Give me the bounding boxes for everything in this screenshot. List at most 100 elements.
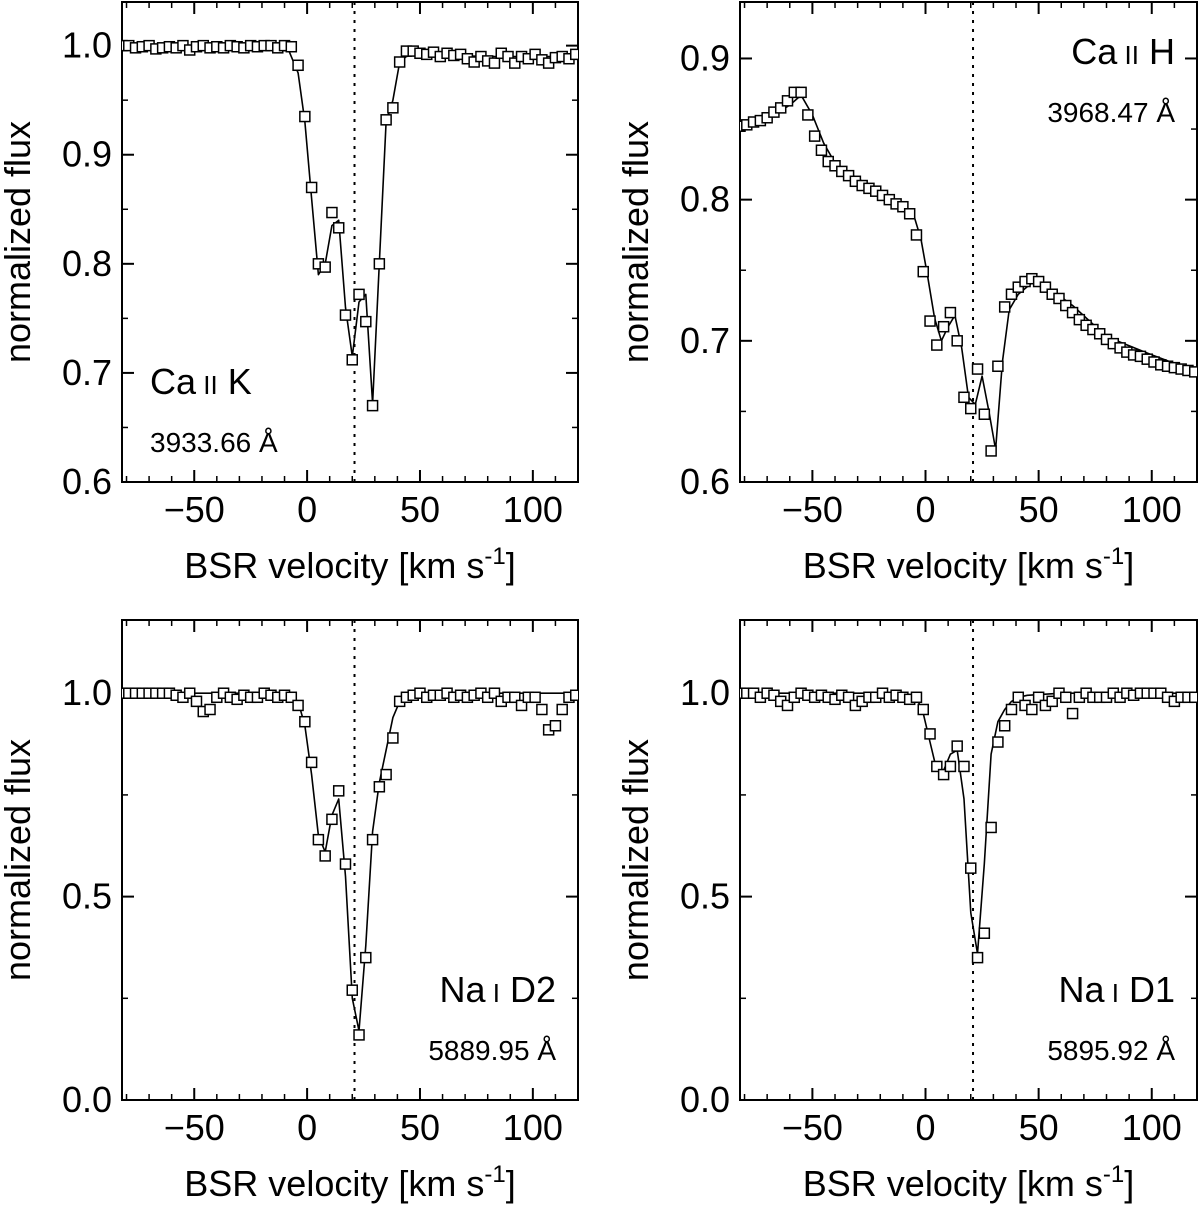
data-layer — [122, 39, 578, 412]
x-axis-label-close: ] — [506, 545, 516, 586]
data-point — [1060, 691, 1072, 704]
data-point — [353, 288, 365, 301]
data-point — [951, 335, 963, 347]
x-tick-label: 0 — [915, 1107, 935, 1148]
data-point — [924, 728, 936, 740]
spectral-line-name-part: I — [1105, 978, 1119, 1008]
x-axis-label: BSR velocity [km s-1] — [803, 543, 1134, 586]
data-point — [360, 951, 372, 964]
data-point — [292, 699, 304, 712]
data-point — [944, 306, 957, 319]
data-point — [346, 984, 359, 996]
data-point — [951, 740, 963, 752]
data-point — [339, 858, 352, 870]
data-point — [815, 144, 828, 156]
data-point — [937, 768, 950, 781]
y-axis-label: normalized flux — [615, 739, 656, 981]
data-point — [1053, 292, 1065, 305]
data-point — [380, 768, 392, 781]
data-point — [569, 689, 578, 702]
spectral-line-wavelength: 5895.92 Å — [1047, 1035, 1175, 1066]
data-point — [326, 813, 338, 826]
x-axis-label-text: BSR velocity [km s — [184, 1163, 484, 1204]
data-point — [305, 756, 318, 769]
data-point — [488, 687, 501, 699]
data-point — [842, 691, 855, 704]
data-point — [910, 229, 923, 241]
x-tick-label: 50 — [400, 489, 440, 530]
data-point — [556, 703, 568, 716]
data-point — [319, 850, 331, 862]
panel-ca-ii-h: −50 0 50 100 0.6 0.7 0.8 0.9 BSR velocity [km s-… — [615, 1, 1198, 586]
data-point — [944, 760, 957, 773]
data-point — [1005, 703, 1018, 716]
y-tick-label: 0.7 — [680, 320, 730, 361]
x-tick-label: −50 — [164, 489, 225, 530]
x-tick-label: 100 — [503, 489, 563, 530]
data-point — [1039, 281, 1052, 293]
spectral-line-wavelength: 5889.95 Å — [428, 1035, 556, 1066]
data-point — [292, 59, 304, 72]
data-point — [1005, 288, 1018, 300]
x-axis-label-text: BSR velocity [km s — [803, 1163, 1103, 1204]
y-tick-label: 0.5 — [680, 876, 730, 917]
x-tick-label: 0 — [297, 1107, 317, 1148]
data-point — [319, 261, 331, 273]
data-point — [931, 339, 943, 351]
x-axis-label-superscript: -1 — [484, 1161, 505, 1188]
plot-frame — [121, 1, 579, 483]
data-point — [299, 715, 311, 728]
data-layer — [122, 687, 578, 1041]
data-point — [285, 691, 298, 704]
spectral-line-name-part: D1 — [1119, 969, 1175, 1010]
y-axis-label: normalized flux — [0, 121, 38, 363]
spectral-line-name: Na I D1 — [1058, 969, 1175, 1010]
plot-frame — [121, 619, 579, 1101]
x-axis-label-close: ] — [1124, 545, 1134, 586]
x-tick-label: 100 — [503, 1107, 563, 1148]
data-point — [992, 360, 1004, 372]
data-point — [1026, 703, 1038, 716]
data-point — [998, 301, 1011, 313]
data-point — [965, 862, 977, 874]
data-point — [931, 760, 943, 773]
data-point — [1012, 691, 1025, 704]
data-point — [549, 720, 562, 732]
data-point — [971, 363, 984, 375]
y-tick-label: 0.0 — [680, 1079, 730, 1120]
model-fit-line — [740, 692, 1197, 955]
data-point — [509, 57, 521, 69]
data-point — [346, 354, 359, 366]
data-point — [360, 315, 372, 328]
data-point — [917, 265, 930, 278]
data-point — [781, 95, 794, 107]
x-tick-label: −50 — [164, 1107, 225, 1148]
data-point — [326, 206, 338, 219]
x-axis-label-close: ] — [506, 1163, 516, 1204]
data-point — [353, 1029, 365, 1041]
x-axis-label-superscript: -1 — [484, 543, 505, 570]
y-tick-label: 0.9 — [62, 134, 112, 175]
panel-na-i-d1: −50 0 50 100 0.0 0.5 1.0 BSR velocity [km s-1] n… — [615, 619, 1198, 1204]
y-tick-label: 1.0 — [680, 672, 730, 713]
x-axis-label-text: BSR velocity [km s — [184, 545, 484, 586]
spectral-line-name-part: Na — [439, 969, 486, 1010]
data-point — [774, 102, 787, 114]
data-point — [339, 309, 352, 321]
y-tick-label: 0.8 — [680, 179, 730, 220]
data-point — [978, 408, 991, 420]
data-point — [903, 208, 916, 220]
y-tick-label: 0.6 — [680, 461, 730, 502]
data-point — [795, 86, 807, 99]
y-axis-label: normalized flux — [0, 739, 38, 981]
plot-frame — [739, 619, 1198, 1101]
x-tick-label: −50 — [782, 1107, 843, 1148]
y-tick-label: 0.8 — [62, 243, 112, 284]
x-tick-label: 50 — [1019, 1107, 1059, 1148]
data-point — [978, 927, 991, 939]
data-point — [312, 833, 325, 846]
y-tick-label: 0.7 — [62, 352, 112, 393]
data-point — [937, 320, 950, 333]
spectral-line-name: Ca II H — [1071, 31, 1175, 72]
spectral-line-name-part: I — [486, 978, 500, 1008]
